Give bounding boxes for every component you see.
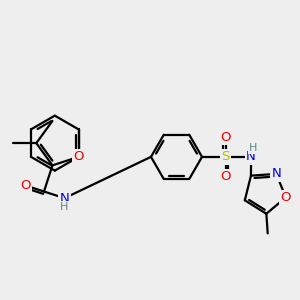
Text: N: N: [246, 150, 256, 164]
Text: O: O: [73, 150, 84, 164]
Text: N: N: [60, 192, 69, 205]
Text: N: N: [272, 167, 281, 180]
Text: O: O: [20, 179, 31, 192]
Text: H: H: [60, 202, 69, 212]
Text: O: O: [220, 170, 231, 183]
Text: H: H: [249, 143, 257, 153]
Text: O: O: [280, 191, 291, 204]
Text: S: S: [221, 150, 230, 164]
Text: O: O: [220, 131, 231, 144]
